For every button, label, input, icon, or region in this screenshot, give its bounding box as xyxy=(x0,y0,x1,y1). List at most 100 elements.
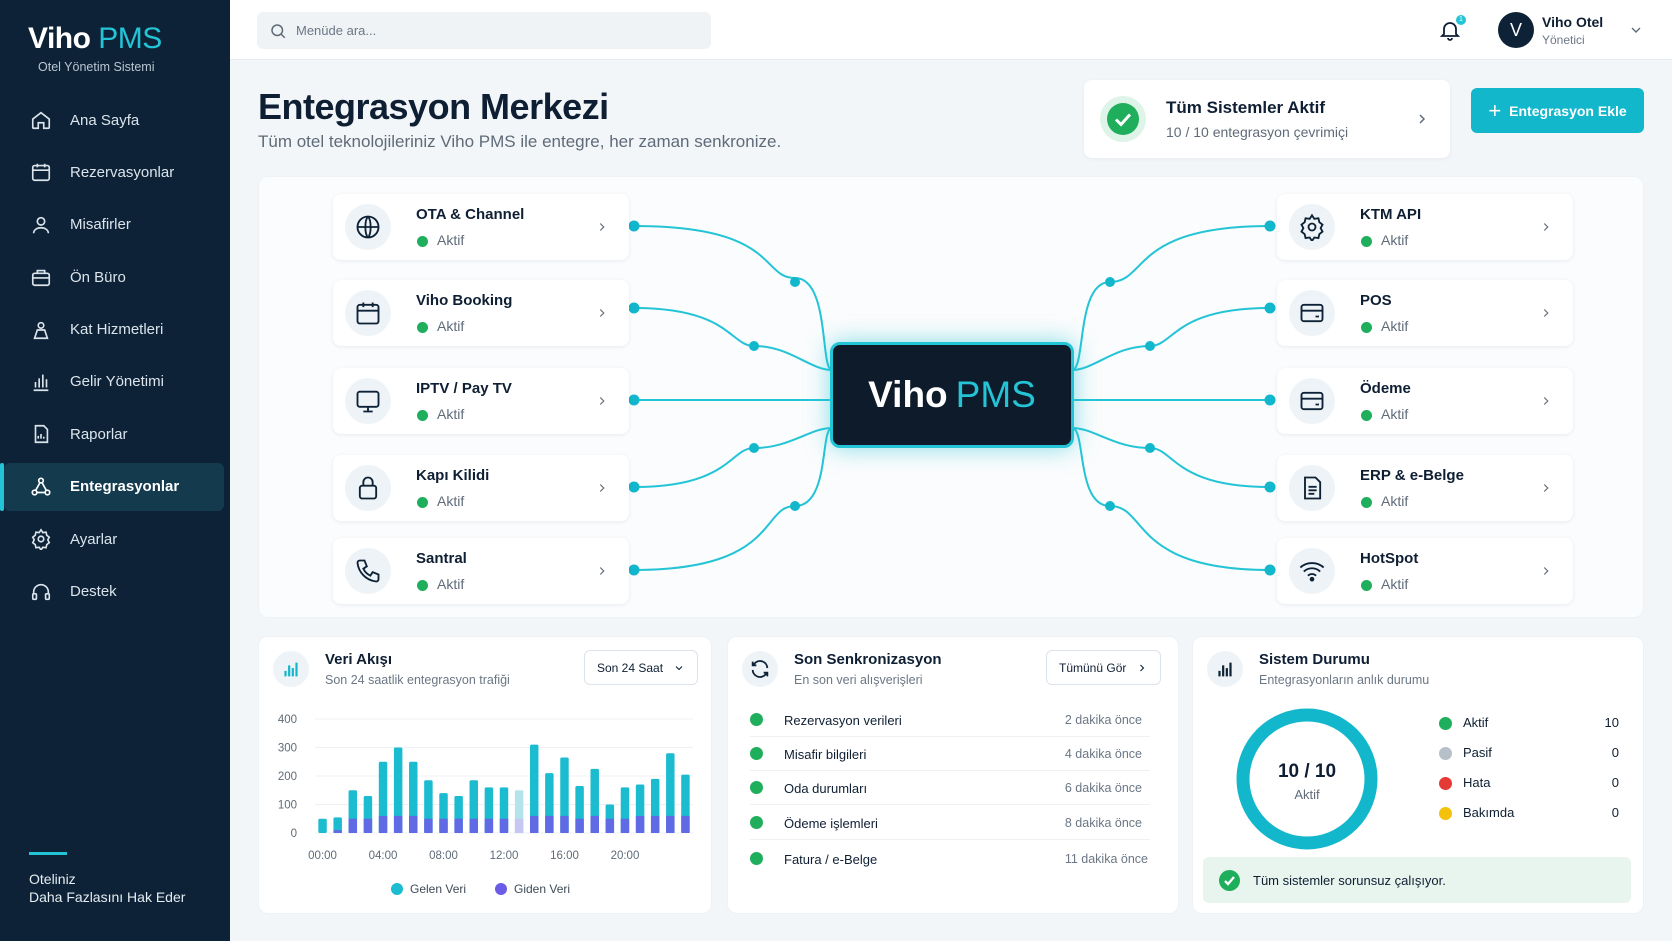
sync-item-time: 6 dakika önce xyxy=(1064,781,1142,795)
view-all-button[interactable]: Tümünü Gör xyxy=(1046,650,1162,685)
sync-row: Fatura / e-Belge 11 dakika önce xyxy=(750,842,1150,876)
bar-chart-icon xyxy=(284,662,298,677)
status-dot xyxy=(417,236,428,247)
legend-dot xyxy=(391,883,403,895)
bar-outgoing xyxy=(484,818,494,833)
system-status-subtitle: Entegrasyonların anlık durumu xyxy=(1259,673,1430,687)
sidebar-item-destek[interactable]: Destek xyxy=(0,568,230,616)
bar-outgoing xyxy=(424,818,433,833)
integration-name: IPTV / Pay TV xyxy=(416,380,512,397)
bar-incoming xyxy=(333,817,342,833)
globe-icon xyxy=(356,215,380,239)
integration-card-ota-channel[interactable]: OTA & Channel Aktif xyxy=(333,194,629,260)
sidebar: Viho PMS Otel Yönetim Sistemi Ana Sayfa … xyxy=(0,0,230,941)
integration-card-ktm-api[interactable]: KTM API Aktif xyxy=(1277,194,1573,260)
bar-outgoing xyxy=(499,818,509,833)
lock-icon xyxy=(358,476,378,500)
integration-status: Aktif xyxy=(437,232,465,248)
card-icon xyxy=(1300,303,1324,323)
integration-card-santral[interactable]: Santral Aktif xyxy=(333,538,629,604)
integration-card-iptv[interactable]: IPTV / Pay TV Aktif xyxy=(333,368,629,434)
sidebar-item-ayarlar[interactable]: Ayarlar xyxy=(0,515,230,563)
integration-card-viho-booking[interactable]: Viho Booking Aktif xyxy=(333,280,629,346)
sidebar-item-ana-sayfa[interactable]: Ana Sayfa xyxy=(0,96,230,144)
document-icon xyxy=(1304,476,1322,500)
status-dot xyxy=(1361,580,1372,591)
check-circle-icon xyxy=(1219,870,1240,891)
integration-name: Kapı Kilidi xyxy=(416,467,490,484)
home-icon xyxy=(31,111,51,130)
x-tick-label: 04:00 xyxy=(369,850,398,862)
bar-outgoing xyxy=(545,815,554,833)
sync-item-time: 4 dakika önce xyxy=(1064,747,1142,761)
chevron-down-icon[interactable] xyxy=(1628,22,1644,38)
add-integration-button[interactable]: + Entegrasyon Ekle xyxy=(1471,88,1644,133)
sidebar-item-kat-hizmetleri[interactable]: Kat Hizmetleri xyxy=(0,306,230,354)
integration-status: Aktif xyxy=(437,318,465,334)
bar-outgoing xyxy=(378,815,388,833)
brand-accent: PMS xyxy=(98,22,162,55)
bar-outgoing xyxy=(666,815,675,833)
integration-name: POS xyxy=(1360,292,1392,309)
bell-icon[interactable] xyxy=(1438,18,1462,42)
sidebar-item-rezervasyonlar[interactable]: Rezervasyonlar xyxy=(0,148,230,196)
integration-card-hotspot[interactable]: HotSpot Aktif xyxy=(1277,538,1573,604)
legend-name: Hata xyxy=(1463,775,1491,790)
sidebar-footer: Oteliniz Daha Fazlasını Hak Eder xyxy=(29,870,185,906)
plus-icon: + xyxy=(1488,97,1502,123)
sidebar-item-label: Destek xyxy=(70,583,117,601)
topbar: 1 V Viho Otel Yönetici xyxy=(230,0,1672,60)
legend-count: 0 xyxy=(1611,775,1619,790)
footer-line-2: Daha Fazlasını Hak Eder xyxy=(29,889,186,905)
sidebar-item-entegrasyonlar[interactable]: Entegrasyonlar xyxy=(0,462,224,511)
card-icon xyxy=(1300,391,1324,411)
integration-status: Aktif xyxy=(1381,406,1409,422)
bar-outgoing xyxy=(560,815,569,833)
status-card[interactable]: Tüm Sistemler Aktif 10 / 10 entegrasyon … xyxy=(1084,80,1450,158)
refresh-icon xyxy=(751,660,769,678)
x-tick-label: 08:00 xyxy=(429,850,458,862)
integration-card-erp[interactable]: ERP & e-Belge Aktif xyxy=(1277,455,1573,521)
headset-icon xyxy=(31,583,51,600)
system-status-title: Sistem Durumu xyxy=(1259,651,1370,668)
integrations-icon xyxy=(31,477,51,496)
data-flow-card: Veri Akışı Son 24 saatlik entegrasyon tr… xyxy=(258,636,712,914)
sync-row: Rezervasyon verileri 2 dakika önce xyxy=(750,703,1150,737)
user-name[interactable]: Viho Otel xyxy=(1542,14,1604,30)
integration-card-odeme[interactable]: Ödeme Aktif xyxy=(1277,368,1573,434)
range-select-value: Son 24 Saat xyxy=(597,660,664,675)
gear-icon xyxy=(1300,213,1324,241)
sidebar-item-on-buro[interactable]: Ön Büro xyxy=(0,253,230,301)
bar-incoming xyxy=(560,757,569,833)
integration-status: Aktif xyxy=(1381,576,1409,592)
search-box[interactable] xyxy=(257,12,711,49)
sync-row: Ödeme işlemleri 8 dakika önce xyxy=(750,806,1150,840)
sidebar-item-label: Ana Sayfa xyxy=(70,111,140,129)
user-icon xyxy=(32,216,50,234)
bar-incoming xyxy=(409,761,418,833)
sync-item-name: Fatura / e-Belge xyxy=(784,852,878,867)
legend-dot xyxy=(1439,747,1452,760)
integration-card-kapi-kilidi[interactable]: Kapı Kilidi Aktif xyxy=(333,455,629,521)
legend-dot xyxy=(1439,807,1452,820)
range-select[interactable]: Son 24 Saat xyxy=(584,650,699,685)
legend-label: Giden Veri xyxy=(514,882,570,896)
status-dot xyxy=(750,816,763,829)
system-status-card: Sistem Durumu Entegrasyonların anlık dur… xyxy=(1192,636,1644,914)
status-title: Tüm Sistemler Aktif xyxy=(1166,98,1326,117)
status-dot xyxy=(417,497,428,508)
calendar-icon xyxy=(31,164,51,182)
brand-logo[interactable]: Viho PMS xyxy=(28,22,162,56)
chevron-right-icon xyxy=(1543,223,1549,231)
sidebar-nav: Ana Sayfa Rezervasyonlar Misafirler Ön B… xyxy=(0,96,230,620)
integration-card-pos[interactable]: POS Aktif xyxy=(1277,280,1573,346)
sidebar-item-raporlar[interactable]: Raporlar xyxy=(0,410,230,458)
sidebar-item-gelir-yonetimi[interactable]: Gelir Yönetimi xyxy=(0,358,230,406)
avatar[interactable]: V xyxy=(1498,12,1534,48)
bar-outgoing xyxy=(514,818,524,833)
data-flow-title: Veri Akışı xyxy=(325,651,392,668)
sidebar-item-misafirler[interactable]: Misafirler xyxy=(0,201,230,249)
sync-item-name: Ödeme işlemleri xyxy=(784,816,878,831)
bar-outgoing xyxy=(393,815,403,833)
search-input[interactable] xyxy=(296,23,676,38)
